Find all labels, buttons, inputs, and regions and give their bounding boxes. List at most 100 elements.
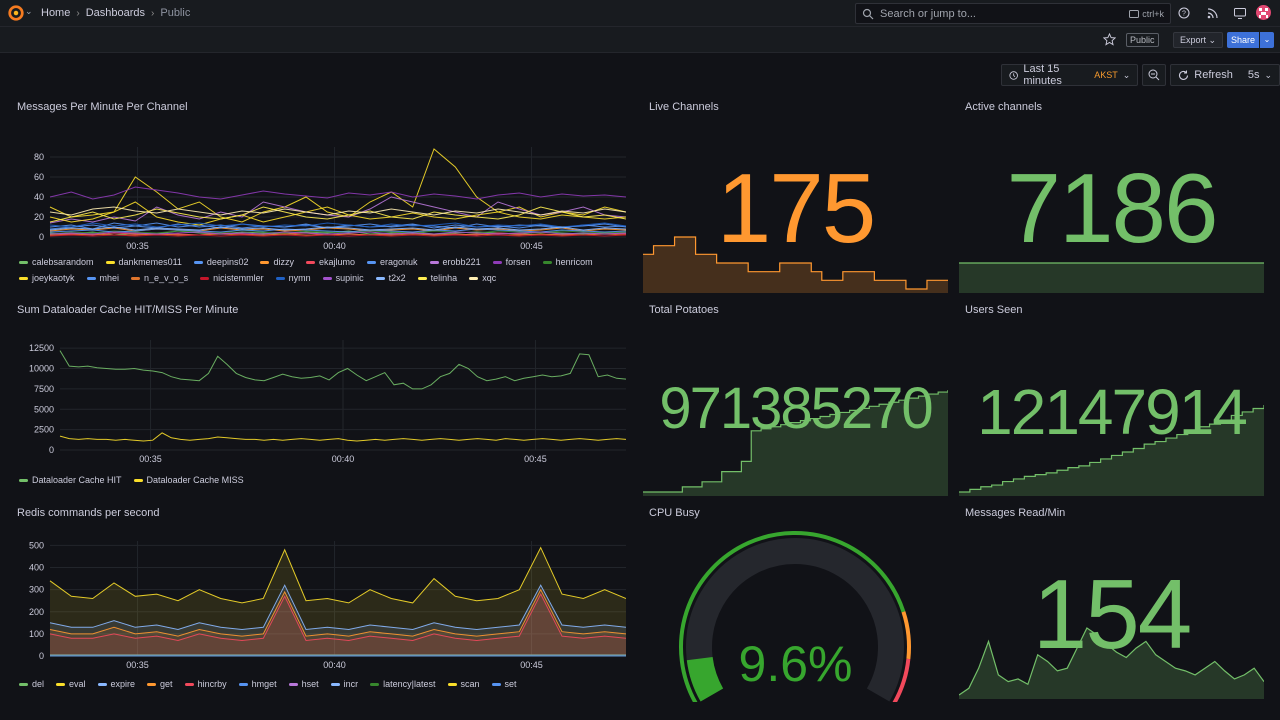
panel-redis-commands[interactable]: Redis commands per second 500 400 300 200 10…: [17, 507, 627, 697]
legend-label: t2x2: [388, 273, 406, 283]
refresh-button[interactable]: Refresh 5s ⌄: [1170, 64, 1280, 86]
legend-item[interactable]: nymn: [275, 272, 311, 284]
refresh-interval[interactable]: 5s: [1247, 69, 1260, 81]
time-controls: Last 15 minutes AKST ⌄ Refresh 5s ⌄: [1001, 63, 1280, 87]
grafana-logo-icon[interactable]: [7, 4, 25, 22]
legend-item[interactable]: incr: [330, 678, 358, 690]
messages-chart[interactable]: 80 60 40 20 0 00:35 00:40 00:45: [14, 139, 626, 289]
redis-chart[interactable]: 500 400 300 200 100 0 00:35 00:40 00:45: [14, 537, 626, 677]
legend-item[interactable]: del: [19, 678, 44, 690]
legend-item[interactable]: hincrby: [184, 678, 227, 690]
legend-item[interactable]: forsen: [492, 256, 531, 268]
panel-live-channels[interactable]: Live Channels 175: [643, 101, 948, 293]
y-tick-label: 7500: [34, 384, 54, 394]
legend-item[interactable]: n_e_v_o_s: [131, 272, 188, 284]
export-button[interactable]: Export ⌄: [1173, 32, 1224, 48]
series-line[interactable]: [49, 588, 626, 637]
search-input[interactable]: Search or jump to... ctrl+k: [855, 3, 1171, 24]
rss-icon[interactable]: [1204, 5, 1220, 21]
legend-item[interactable]: erobb221: [429, 256, 481, 268]
panel-active-channels[interactable]: Active channels 7186: [959, 101, 1264, 293]
share-button[interactable]: Share: [1227, 32, 1259, 48]
legend-item[interactable]: eragonuk: [367, 256, 418, 268]
legend-item[interactable]: expire: [97, 678, 135, 690]
series-line[interactable]: [49, 228, 626, 233]
legend-item[interactable]: scan: [447, 678, 480, 690]
help-icon[interactable]: ?: [1176, 5, 1192, 21]
series-line[interactable]: [49, 226, 626, 231]
legend-item[interactable]: deepins02: [193, 256, 249, 268]
series-line[interactable]: [49, 196, 626, 224]
legend-item[interactable]: xqc: [469, 272, 496, 284]
legend-item[interactable]: get: [147, 678, 173, 690]
series-line[interactable]: [49, 592, 626, 642]
series-line[interactable]: [49, 201, 626, 226]
panel-messages-read[interactable]: Messages Read/Min 154: [959, 507, 1264, 699]
y-tick-label: 80: [34, 152, 44, 162]
y-tick-label: 0: [49, 445, 54, 455]
legend-item[interactable]: Dataloader Cache MISS: [133, 474, 244, 486]
legend-item[interactable]: henricom: [542, 256, 593, 268]
y-tick-label: 0: [39, 232, 44, 242]
sparkline-area: [959, 405, 1264, 496]
breadcrumb-dashboards[interactable]: Dashboards: [85, 7, 146, 19]
legend-item[interactable]: dizzy: [260, 256, 294, 268]
legend-label: ekajlumo: [318, 257, 356, 267]
legend-label: deepins02: [206, 257, 249, 267]
legend-item[interactable]: nicistemmler: [200, 272, 264, 284]
legend-label: calebsarandom: [32, 257, 94, 267]
series-line[interactable]: [49, 234, 626, 237]
legend-swatch: [322, 276, 332, 280]
series-line[interactable]: [49, 206, 626, 216]
legend-item[interactable]: set: [491, 678, 517, 690]
panel-total-potatoes[interactable]: Total Potatoes 971385270: [643, 304, 948, 496]
monitor-icon[interactable]: [1232, 5, 1248, 21]
sparkline-line: [959, 405, 1264, 493]
legend-item[interactable]: ekajlumo: [305, 256, 356, 268]
zoom-out-button[interactable]: [1142, 64, 1167, 86]
gauge-threshold-orange: [901, 611, 911, 660]
legend-item[interactable]: mhei: [86, 272, 119, 284]
chevron-down-icon[interactable]: ⌄: [25, 6, 33, 16]
y-tick-label: 0: [39, 651, 44, 661]
series-line[interactable]: [49, 584, 626, 631]
sparkline: [643, 390, 948, 496]
y-tick-label: 40: [34, 192, 44, 202]
legend-item[interactable]: dankmemes011: [105, 256, 182, 268]
legend-item[interactable]: t2x2: [375, 272, 406, 284]
sparkline-line: [643, 236, 948, 290]
series-line[interactable]: [49, 231, 626, 235]
y-tick-label: 200: [29, 607, 44, 617]
y-tick-label: 100: [29, 629, 44, 639]
cache-chart[interactable]: 12500 10000 7500 5000 2500 0 00:35 00:40 00:45: [14, 336, 626, 466]
series-line[interactable]: [50, 233, 626, 236]
avatar[interactable]: [1256, 5, 1271, 20]
share-dropdown-button[interactable]: ⌄: [1260, 32, 1274, 48]
legend-item[interactable]: hset: [288, 678, 319, 690]
series-line[interactable]: [49, 546, 626, 604]
legend-item[interactable]: hmget: [238, 678, 277, 690]
legend-item[interactable]: calebsarandom: [19, 256, 94, 268]
time-range-label: Last 15 minutes: [1023, 63, 1062, 87]
legend-label: nymn: [288, 273, 311, 283]
star-icon[interactable]: [1103, 33, 1116, 46]
legend-item[interactable]: latency|latest: [370, 678, 436, 690]
breadcrumb-home[interactable]: Home: [41, 7, 71, 19]
legend-item[interactable]: supinic: [322, 272, 364, 284]
legend-swatch: [97, 682, 107, 686]
export-label: Export: [1180, 35, 1207, 45]
legend-item[interactable]: eval: [56, 678, 86, 690]
panel-dataloader-cache[interactable]: Sum Dataloader Cache HIT/MISS Per Minute…: [17, 304, 627, 494]
panel-cpu-busy[interactable]: CPU Busy 9.6%: [643, 507, 948, 702]
panel-messages-per-minute[interactable]: Messages Per Minute Per Channel 80 60 40 20…: [17, 101, 627, 291]
legend-swatch: [86, 276, 96, 280]
legend-item[interactable]: Dataloader Cache HIT: [19, 474, 122, 486]
series-line[interactable]: [49, 186, 626, 200]
series-line[interactable]: [59, 432, 626, 442]
legend-item[interactable]: telinha: [417, 272, 457, 284]
series-line[interactable]: [49, 222, 626, 228]
legend-item[interactable]: joeykaotyk: [19, 272, 75, 284]
time-range-picker[interactable]: Last 15 minutes AKST ⌄: [1001, 63, 1139, 87]
panel-users-seen[interactable]: Users Seen 12147914: [959, 304, 1264, 496]
series-line[interactable]: [59, 350, 626, 390]
